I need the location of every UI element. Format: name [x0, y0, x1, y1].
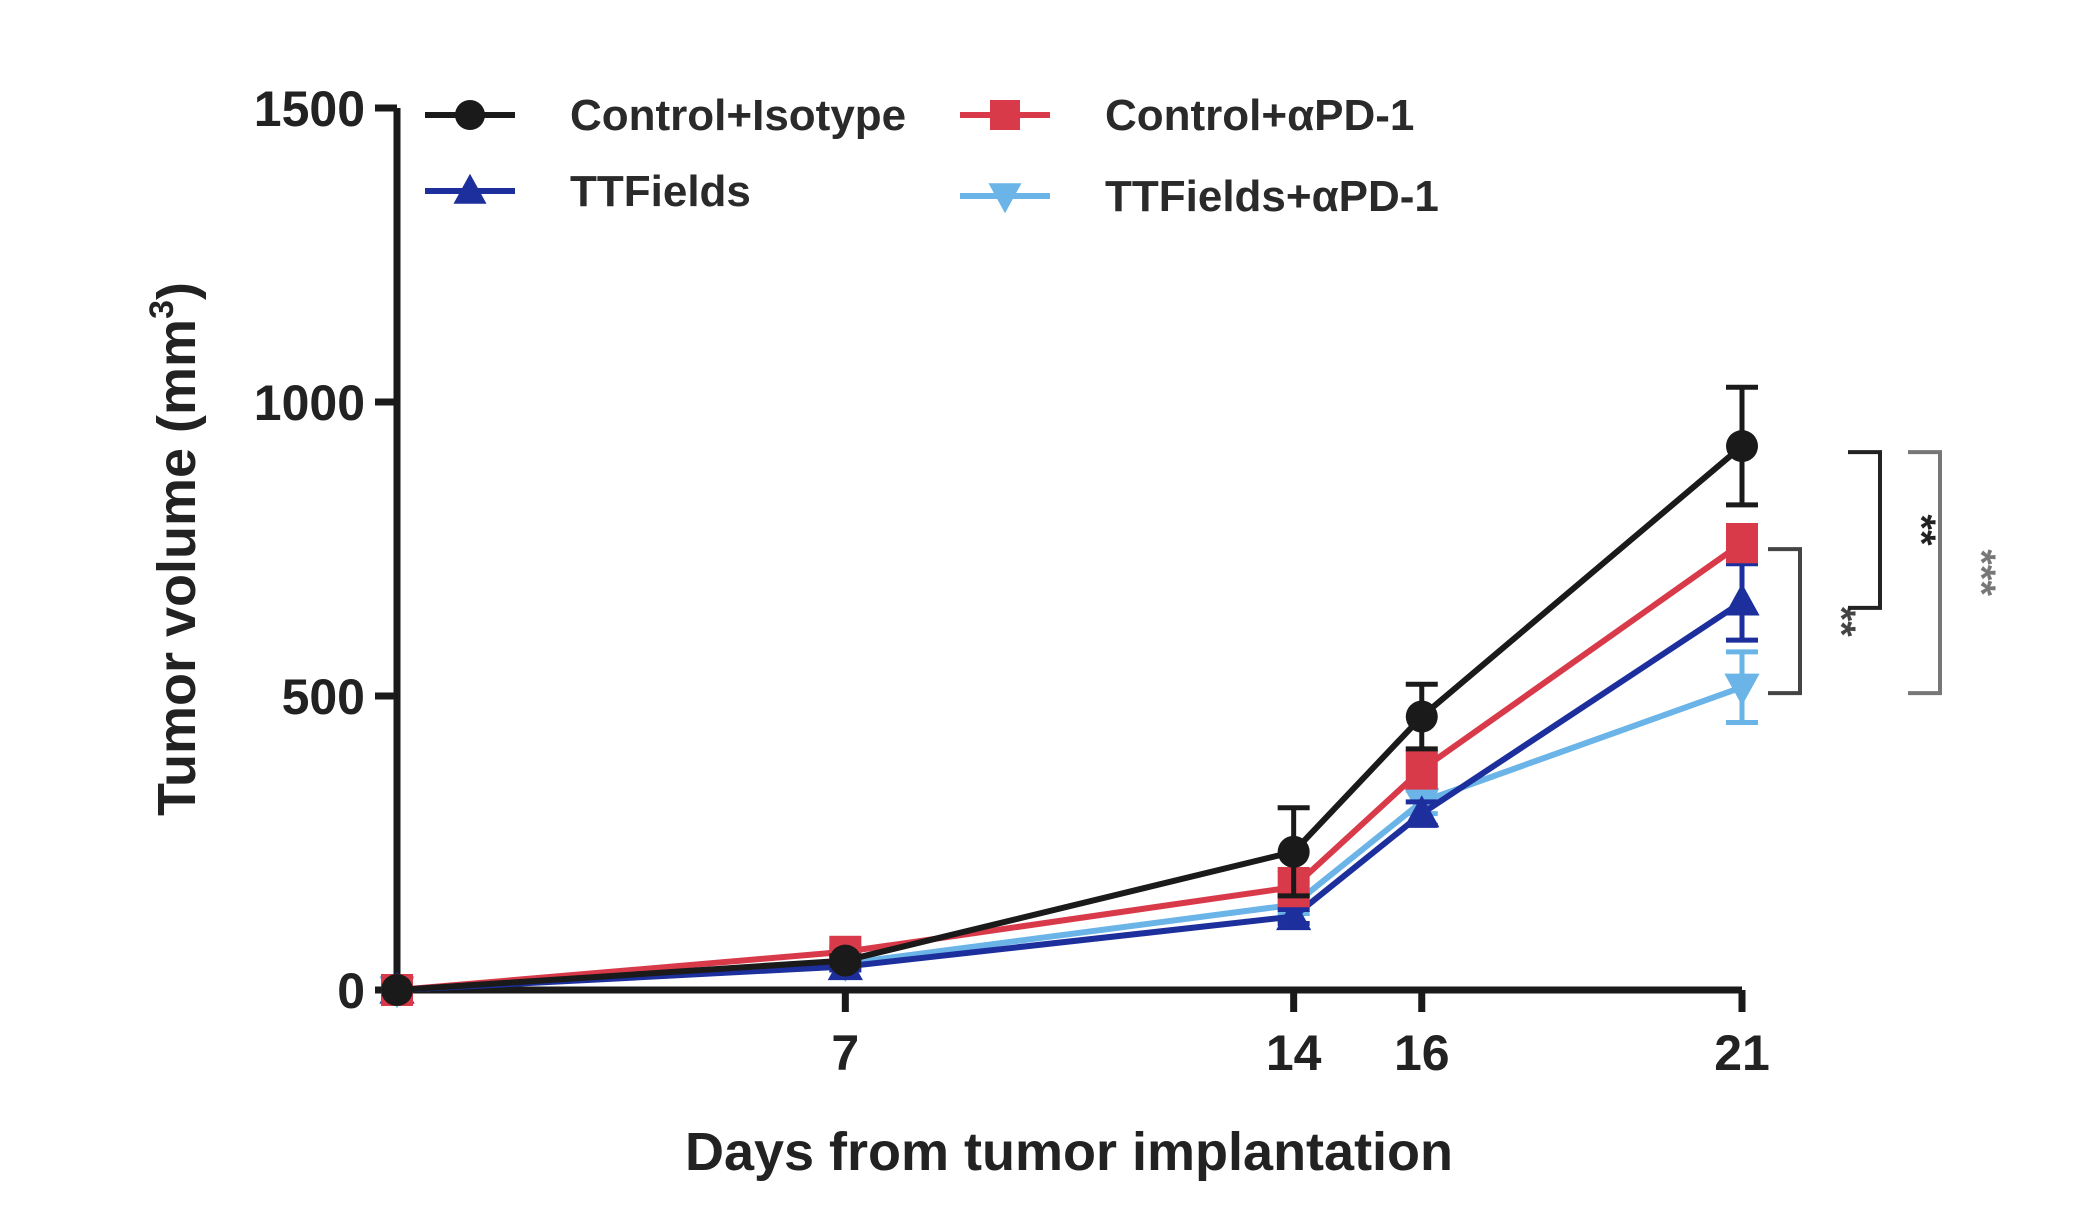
y-tick-label: 500	[282, 669, 365, 725]
legend-item: Control+Isotype	[425, 91, 906, 140]
significance-label: ***	[1959, 549, 2003, 596]
series-ttfields	[379, 561, 1760, 1004]
data-point	[1726, 527, 1758, 560]
x-tick-label: 14	[1266, 1025, 1322, 1081]
legend-swatch-marker	[990, 100, 1020, 130]
legend-swatch-marker	[455, 100, 485, 130]
x-tick-label: 7	[831, 1025, 859, 1081]
y-tick-label: 0	[337, 963, 365, 1019]
significance-bracket	[1768, 547, 1802, 696]
series-line	[396, 540, 1744, 993]
y-tick-label: 1500	[254, 81, 365, 137]
y-axis-title: Tumor volume (mm3)	[143, 282, 207, 816]
significance-brackets: *******	[1768, 450, 2003, 696]
y-tick-label: 1000	[254, 375, 365, 431]
data-point	[381, 974, 413, 1006]
data-point	[1276, 898, 1312, 931]
data-point	[1724, 583, 1760, 616]
axes	[393, 108, 1742, 994]
legend-swatch-marker	[453, 173, 487, 204]
y-axis-title-close: )	[147, 282, 207, 300]
y-axis-title-main: Tumor volume (mm	[147, 319, 207, 816]
legend-label: TTFields+αPD-1	[1105, 172, 1439, 221]
legend-item: Control+αPD-1	[960, 91, 1414, 140]
x-axis-title: Days from tumor implantation	[685, 1122, 1453, 1182]
significance-label: **	[1899, 514, 1943, 546]
legend-label: Control+Isotype	[570, 91, 906, 140]
significance-bracket	[1908, 450, 1942, 696]
data-point	[1726, 430, 1758, 463]
series-layer	[379, 384, 1760, 1009]
y-ticks: 0 500 1000 1500	[254, 81, 397, 1019]
series-line	[396, 443, 1744, 993]
series-ttfields-pd-1	[379, 649, 1760, 1009]
legend-item: TTFields+αPD-1	[960, 172, 1439, 221]
y-axis-title-superscript: 3	[143, 300, 181, 319]
x-ticks: 7 14 16 21	[831, 990, 1770, 1081]
data-point	[1405, 700, 1438, 733]
data-point	[1404, 795, 1440, 828]
significance-label: **	[1819, 606, 1863, 638]
data-point	[1724, 673, 1760, 706]
significance-bracket	[1848, 450, 1882, 610]
legend: Control+Isotype Control+αPD-1 TTFields TTFi…	[425, 91, 1439, 221]
legend-item: TTFields	[425, 167, 751, 216]
data-point	[829, 944, 862, 977]
data-point	[1405, 753, 1438, 786]
data-point	[1277, 835, 1310, 868]
x-tick-label: 16	[1394, 1025, 1450, 1081]
legend-label: Control+αPD-1	[1105, 91, 1414, 140]
legend-label: TTFields	[570, 167, 751, 216]
legend-swatch-marker	[988, 183, 1022, 214]
series-control-isotype	[381, 384, 1758, 1006]
x-tick-label: 21	[1714, 1025, 1770, 1081]
